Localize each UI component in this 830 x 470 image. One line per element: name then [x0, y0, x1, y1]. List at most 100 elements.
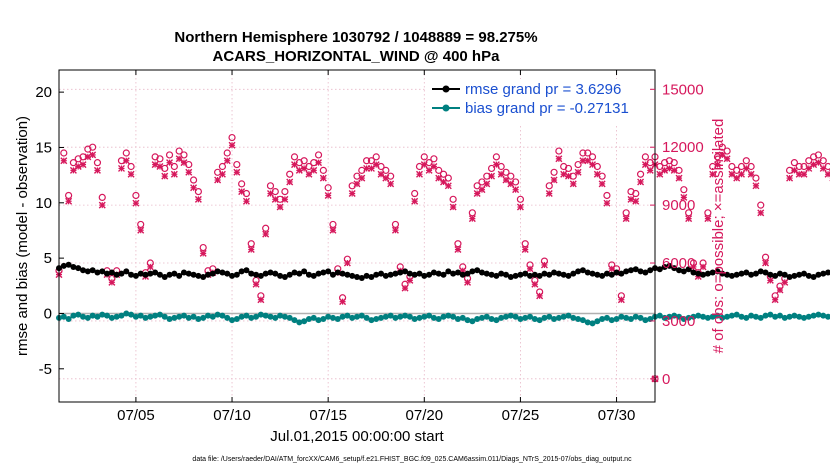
bias-point	[728, 312, 735, 319]
bias-point	[719, 314, 726, 321]
rmse-point	[65, 261, 72, 268]
rmse-point	[392, 270, 399, 277]
bias-point	[776, 312, 783, 319]
bias-point	[445, 312, 452, 319]
obs-possible-point	[790, 159, 798, 167]
bias-point	[536, 317, 543, 324]
obs-assimilated-point	[641, 161, 649, 169]
rmse-point	[315, 270, 322, 277]
rmse-point	[233, 271, 240, 278]
bias-point	[147, 313, 154, 320]
x-axis-label: Jul.01,2015 00:00:00 start	[270, 428, 444, 445]
bias-point	[815, 311, 822, 318]
obs-assimilated-point	[464, 278, 472, 286]
y-right-tick-label: 15000	[662, 81, 704, 98]
bias-point	[195, 316, 202, 322]
bias-point	[75, 311, 82, 318]
rmse-point	[291, 269, 298, 276]
obs-possible-point	[223, 149, 231, 157]
obs-assimilated-point	[646, 166, 654, 174]
obs-possible-point	[175, 147, 183, 155]
rmse-point	[267, 269, 274, 276]
bias-point	[733, 311, 740, 318]
obs-assimilated-point	[156, 163, 164, 171]
obs-assimilated-point	[545, 190, 553, 198]
rmse-point	[257, 272, 264, 279]
series-layer	[55, 133, 830, 383]
rmse-point	[820, 270, 827, 277]
rmse-point	[459, 271, 466, 278]
obs-assimilated-point	[555, 155, 563, 163]
bias-point	[791, 312, 798, 319]
bias-point	[89, 312, 96, 319]
y-axis-left-label: rmse and bias (model - observation)	[14, 116, 31, 356]
obs-assimilated-point	[127, 170, 135, 178]
obs-possible-point	[723, 147, 731, 155]
bias-point	[80, 313, 87, 320]
bias-point	[594, 318, 601, 325]
obs-assimilated-point	[411, 197, 419, 205]
rmse-point	[815, 271, 822, 278]
rmse-point	[483, 270, 490, 277]
rmse-point	[190, 271, 197, 278]
obs-assimilated-point	[137, 226, 145, 234]
rmse-point	[551, 269, 558, 276]
rmse-point	[579, 267, 586, 274]
obs-assimilated-point	[747, 170, 755, 178]
x-tick-label: 07/20	[406, 407, 444, 424]
obs-assimilated-point	[257, 296, 265, 304]
bias-point	[796, 313, 803, 320]
rmse-point	[132, 272, 139, 279]
rmse-point	[695, 270, 702, 277]
bias-point	[70, 312, 77, 319]
rmse-point	[796, 271, 803, 278]
obs-assimilated-point	[161, 172, 169, 180]
obs-assimilated-point	[617, 296, 625, 304]
x-tick-label: 07/25	[502, 407, 540, 424]
obs-possible-point	[670, 159, 678, 167]
obs-assimilated-point	[271, 195, 279, 203]
rmse-point	[704, 270, 711, 277]
y-right-tick-label: 6000	[662, 255, 695, 272]
bias-point	[291, 317, 298, 324]
rmse-point	[421, 272, 428, 279]
bias-point	[387, 312, 394, 319]
obs-possible-point	[314, 151, 323, 159]
obs-assimilated-point	[550, 176, 558, 184]
bias-point	[575, 316, 582, 322]
rmse-point	[243, 267, 250, 274]
obs-possible-point	[814, 151, 823, 159]
x-tick-label: 07/05	[117, 407, 155, 424]
rmse-point	[301, 268, 308, 275]
rmse-point	[142, 271, 149, 278]
obs-assimilated-point	[339, 298, 347, 306]
rmse-point	[781, 271, 788, 278]
obs-assimilated-point	[589, 161, 597, 169]
obs-assimilated-point	[680, 193, 688, 201]
bias-point	[238, 313, 245, 320]
obs-possible-point	[194, 188, 202, 196]
rmse-point	[156, 271, 163, 278]
rmse-point	[661, 263, 668, 270]
rmse-point	[152, 269, 159, 276]
rmse-point	[426, 271, 433, 278]
obs-assimilated-point	[512, 186, 520, 194]
obs-assimilated-point	[526, 265, 534, 273]
rmse-point	[527, 272, 534, 279]
obs-assimilated-point	[108, 278, 116, 286]
bias-point	[267, 313, 274, 320]
rmse-point	[387, 271, 394, 278]
rmse-point	[137, 270, 144, 277]
obs-possible-point	[584, 149, 592, 157]
bias-point	[493, 317, 500, 324]
bias-point	[589, 320, 596, 327]
bias-point	[478, 314, 485, 321]
rmse-point	[253, 271, 260, 278]
obs-possible-point	[564, 164, 573, 173]
rmse-point	[60, 262, 67, 269]
y-left-tick-label: 10	[35, 195, 52, 212]
bias-point	[84, 314, 91, 321]
bias-point	[527, 313, 534, 320]
bias-point	[104, 312, 111, 319]
rmse-point	[406, 270, 413, 277]
